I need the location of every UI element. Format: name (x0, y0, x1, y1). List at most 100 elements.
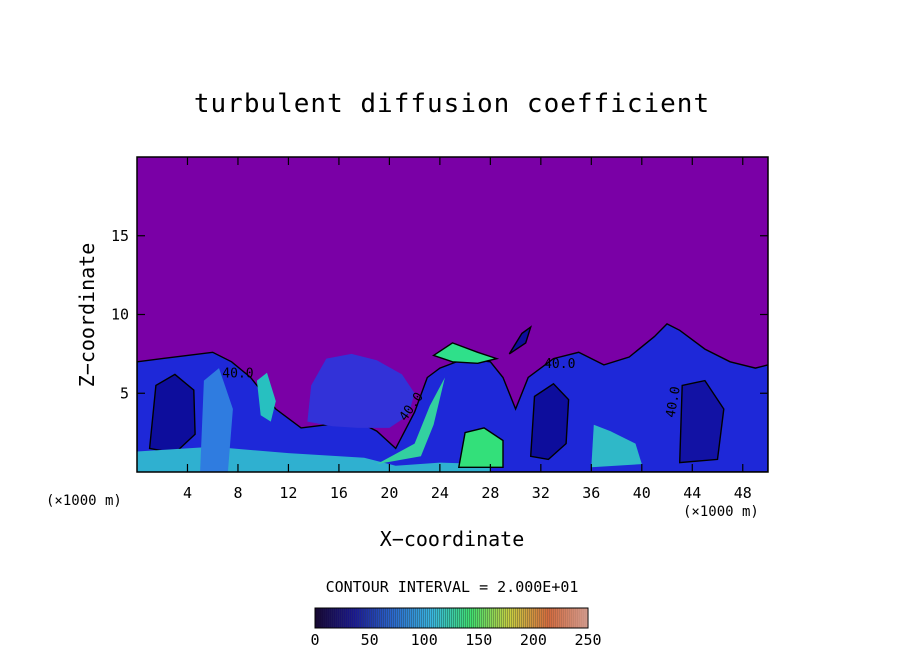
colorbar-cell (427, 608, 430, 628)
x-tick-label: 8 (233, 484, 242, 502)
colorbar-cell (535, 608, 538, 628)
colorbar-cell (433, 608, 436, 628)
x-tick-label: 16 (330, 484, 348, 502)
colorbar-cell (521, 608, 524, 628)
colorbar (314, 607, 589, 629)
colorbar-cell (341, 608, 344, 628)
colorbar-cell (347, 608, 350, 628)
colorbar-cell (367, 608, 370, 628)
colorbar-cell (445, 608, 448, 628)
colorbar-cell (351, 608, 354, 628)
colorbar-cell (557, 608, 560, 628)
field-region-plume (200, 368, 233, 472)
colorbar-cell (529, 608, 532, 628)
colorbar-cell (355, 608, 358, 628)
colorbar-cell (475, 608, 478, 628)
colorbar-cell (317, 608, 320, 628)
colorbar-cell (581, 608, 584, 628)
colorbar-cell (401, 608, 404, 628)
colorbar-cell (441, 608, 444, 628)
colorbar-cell (541, 608, 544, 628)
colorbar-cell (405, 608, 408, 628)
colorbar-tick-label: 0 (310, 631, 319, 649)
colorbar-cell (423, 608, 426, 628)
colorbar-cell (353, 608, 356, 628)
y-axis: 5 10 15 (111, 227, 768, 402)
colorbar-cell (465, 608, 468, 628)
colorbar-cell (567, 608, 570, 628)
colorbar-cell (331, 608, 334, 628)
field-region-core (148, 373, 196, 454)
x-axis-label: X−coordinate (380, 527, 525, 551)
colorbar-tick-label: 150 (465, 631, 492, 649)
colorbar-cell (575, 608, 578, 628)
colorbar-cell (323, 608, 326, 628)
colorbar-cell (519, 608, 522, 628)
colorbar-cell (365, 608, 368, 628)
colorbar-cell (371, 608, 374, 628)
colorbar-cell (421, 608, 424, 628)
colorbar-cell (563, 608, 566, 628)
colorbar-cell (319, 608, 322, 628)
colorbar-cell (373, 608, 376, 628)
colorbar-tick-label: 100 (411, 631, 438, 649)
colorbar-cell (499, 608, 502, 628)
colorbar-cell (403, 608, 406, 628)
colorbar-cell (501, 608, 504, 628)
colorbar-cell (393, 608, 396, 628)
field-region-dome (307, 353, 415, 428)
field-region-high (457, 427, 504, 468)
colorbar-cell (335, 608, 338, 628)
colorbar-cell (545, 608, 548, 628)
colorbar-cell (357, 608, 360, 628)
colorbar-cell (489, 608, 492, 628)
colorbar-cell (503, 608, 506, 628)
colorbar-cell (345, 608, 348, 628)
colorbar-cell (477, 608, 480, 628)
x-unit-left: (×1000 m) (46, 493, 122, 509)
colorbar-cell (461, 608, 464, 628)
colorbar-cell (381, 608, 384, 628)
colorbar-cell (463, 608, 466, 628)
field-region-plume (591, 424, 642, 468)
colorbar-cell (555, 608, 558, 628)
colorbar-cell (363, 608, 366, 628)
colorbar-cell (479, 608, 482, 628)
colorbar-cell (453, 608, 456, 628)
contour-label: 40.0 (544, 357, 575, 372)
x-tick-label: 32 (532, 484, 550, 502)
colorbar-cell (549, 608, 552, 628)
contour-label: 40.0 (222, 367, 253, 382)
colorbar-cell (425, 608, 428, 628)
colorbar-cell (429, 608, 432, 628)
colorbar-cell (451, 608, 454, 628)
colorbar-cell (473, 608, 476, 628)
colorbar-cell (505, 608, 508, 628)
colorbar-cell (315, 608, 318, 628)
colorbar-cell (377, 608, 380, 628)
colorbar-cell (487, 608, 490, 628)
colorbar-cell (467, 608, 470, 628)
colorbar-cell (359, 608, 362, 628)
colorbar-cell (385, 608, 388, 628)
x-tick-label: 48 (734, 484, 752, 502)
colorbar-cell (437, 608, 440, 628)
x-tick-label: 20 (380, 484, 398, 502)
colorbar-cell (337, 608, 340, 628)
colorbar-ticks: 0 50 100 150 200 250 (310, 631, 601, 649)
colorbar-cell (491, 608, 494, 628)
colorbar-cell (439, 608, 442, 628)
x-axis: 4 8 12 16 20 24 28 32 36 40 44 48 (183, 157, 752, 502)
colorbar-cell (471, 608, 474, 628)
colorbar-cell (383, 608, 386, 628)
colorbar-cell (389, 608, 392, 628)
colorbar-cell (375, 608, 378, 628)
y-tick-label: 15 (111, 227, 129, 245)
colorbar-cell (517, 608, 520, 628)
colorbar-cell (457, 608, 460, 628)
x-tick-label: 36 (582, 484, 600, 502)
colorbar-cell (325, 608, 328, 628)
colorbar-cell (525, 608, 528, 628)
colorbar-cell (443, 608, 446, 628)
colorbar-cell (561, 608, 564, 628)
